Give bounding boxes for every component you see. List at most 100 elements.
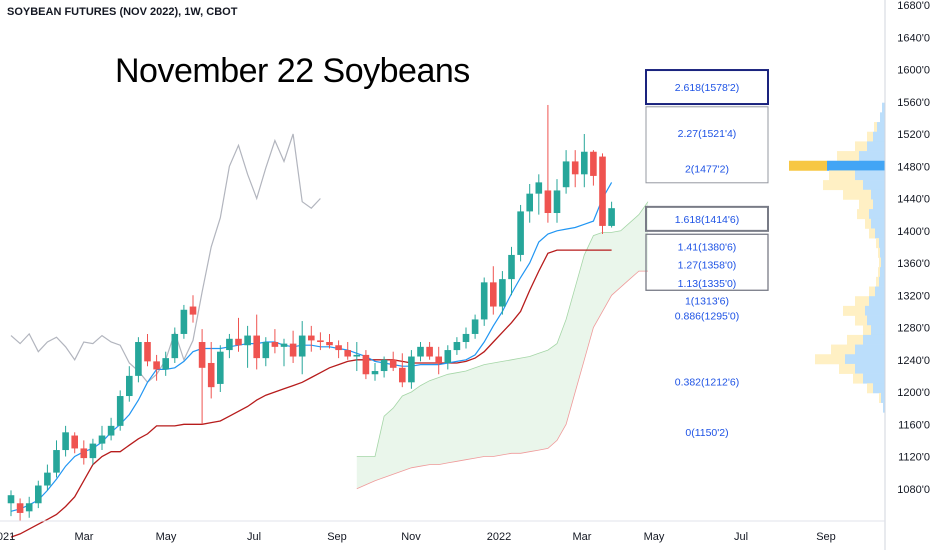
- candle-body: [289, 343, 297, 357]
- candle-body: [162, 358, 169, 370]
- y-tick-label: 1440'0: [897, 194, 930, 206]
- volume-profile-up: [879, 238, 885, 249]
- volume-profile-up: [881, 257, 885, 268]
- volume-profile-up: [875, 228, 885, 239]
- candle-body: [298, 335, 306, 357]
- volume-profile-up: [855, 344, 885, 355]
- y-tick-label: 1200'0: [897, 387, 930, 399]
- candle-body: [7, 495, 15, 504]
- candle-body: [207, 362, 215, 388]
- volume-profile-down: [843, 305, 865, 316]
- volume-profile-down: [865, 218, 871, 229]
- x-tick-label: Jul: [247, 531, 261, 543]
- volume-profile-down: [867, 383, 873, 394]
- fib-level-label: 1.13(1335'0): [678, 278, 737, 290]
- candle-body: [25, 503, 33, 512]
- y-tick-label: 1480'0: [897, 161, 930, 173]
- candle-body: [399, 367, 406, 383]
- volume-profile-up: [883, 402, 885, 413]
- y-tick-label: 1280'0: [897, 323, 930, 335]
- volume-profile-down: [874, 122, 877, 133]
- x-tick-label: 021: [0, 531, 15, 543]
- fib-level-label: 2.27(1521'4): [678, 128, 737, 140]
- candle-body: [508, 254, 515, 280]
- candle-body: [480, 282, 488, 320]
- candle-body: [235, 338, 242, 346]
- volume-profile-down: [839, 363, 855, 374]
- volume-profile-up: [845, 354, 885, 365]
- cloud-span-b: [356, 270, 648, 490]
- volume-profile-down: [853, 373, 863, 384]
- candle-body: [35, 485, 42, 504]
- candle-body: [517, 211, 524, 255]
- x-tick-label: 2022: [487, 531, 511, 543]
- volume-profile-up: [855, 170, 885, 181]
- candle-body: [153, 361, 160, 370]
- candle-body: [271, 342, 279, 347]
- volume-profile-down: [831, 344, 855, 355]
- candle-body: [380, 359, 388, 372]
- volume-profile-up: [873, 383, 885, 394]
- x-tick-label: Jul: [734, 531, 748, 543]
- volume-profile-up: [859, 151, 885, 162]
- candle-body: [62, 432, 69, 451]
- candle-body: [444, 350, 452, 363]
- fib-box-113-141: [645, 233, 769, 291]
- volume-profile-up: [873, 131, 885, 142]
- volume-profile-up: [855, 363, 885, 374]
- candle-body: [53, 450, 60, 473]
- volume-profile-down: [857, 209, 869, 220]
- candle-body: [344, 350, 351, 357]
- candle-body: [389, 359, 397, 368]
- volume-profile-down: [855, 141, 867, 152]
- y-tick-label: 1360'0: [897, 258, 930, 270]
- x-tick-label: Sep: [327, 531, 347, 543]
- volume-profile-down: [876, 238, 879, 249]
- fib-level-label: 1.618(1414'6): [675, 214, 739, 226]
- volume-profile-up: [867, 315, 885, 326]
- candle-body: [335, 345, 342, 351]
- candle-body: [80, 448, 88, 459]
- volume-profile-down: [878, 247, 880, 258]
- volume-profile-down: [815, 354, 845, 365]
- candle-body: [253, 335, 260, 359]
- volume-profile-down: [847, 334, 863, 345]
- fib-level-label: 0.382(1212'6): [675, 377, 739, 389]
- volume-profile-down: [869, 228, 875, 239]
- fib-box-2618: [645, 69, 769, 106]
- volume-profile-down: [829, 170, 855, 181]
- base-line: [10, 249, 612, 538]
- y-tick-label: 1400'0: [897, 226, 930, 238]
- chart-title: SOYBEAN FUTURES (NOV 2022), 1W, CBOT: [7, 6, 238, 18]
- candle-body: [308, 335, 315, 341]
- volume-profile-down: [879, 257, 881, 268]
- candle-body: [107, 425, 115, 436]
- ichimoku-cloud: [356, 201, 648, 489]
- volume-profile-up: [871, 189, 885, 200]
- y-tick-label: 1320'0: [897, 290, 930, 302]
- candle-body: [98, 435, 106, 444]
- candle-body: [217, 351, 224, 384]
- annotation-title: November 22 Soybeans: [115, 52, 470, 90]
- candle-body: [571, 161, 579, 175]
- y-tick-label: 1120'0: [898, 452, 930, 464]
- x-tick-label: Mar: [75, 531, 94, 543]
- candle-body: [371, 371, 379, 375]
- volume-profile-up: [871, 218, 885, 229]
- volume-profile-up: [873, 199, 885, 210]
- volume-profile-down: [823, 180, 863, 191]
- volume-profile-up: [865, 305, 885, 316]
- candle-body: [135, 342, 142, 376]
- fib-box-1618: [645, 205, 769, 232]
- candle-body: [44, 472, 51, 486]
- y-tick-label: 1600'0: [897, 65, 930, 77]
- y-tick-label: 1560'0: [897, 97, 930, 109]
- candle-body: [608, 208, 615, 226]
- volume-profile-down: [855, 296, 869, 307]
- candle-body: [226, 338, 233, 351]
- volume-profile-up: [880, 112, 885, 123]
- volume-profile-down: [878, 267, 880, 278]
- candle-body: [599, 156, 606, 226]
- candle-body: [144, 342, 151, 362]
- candle-body: [116, 396, 124, 426]
